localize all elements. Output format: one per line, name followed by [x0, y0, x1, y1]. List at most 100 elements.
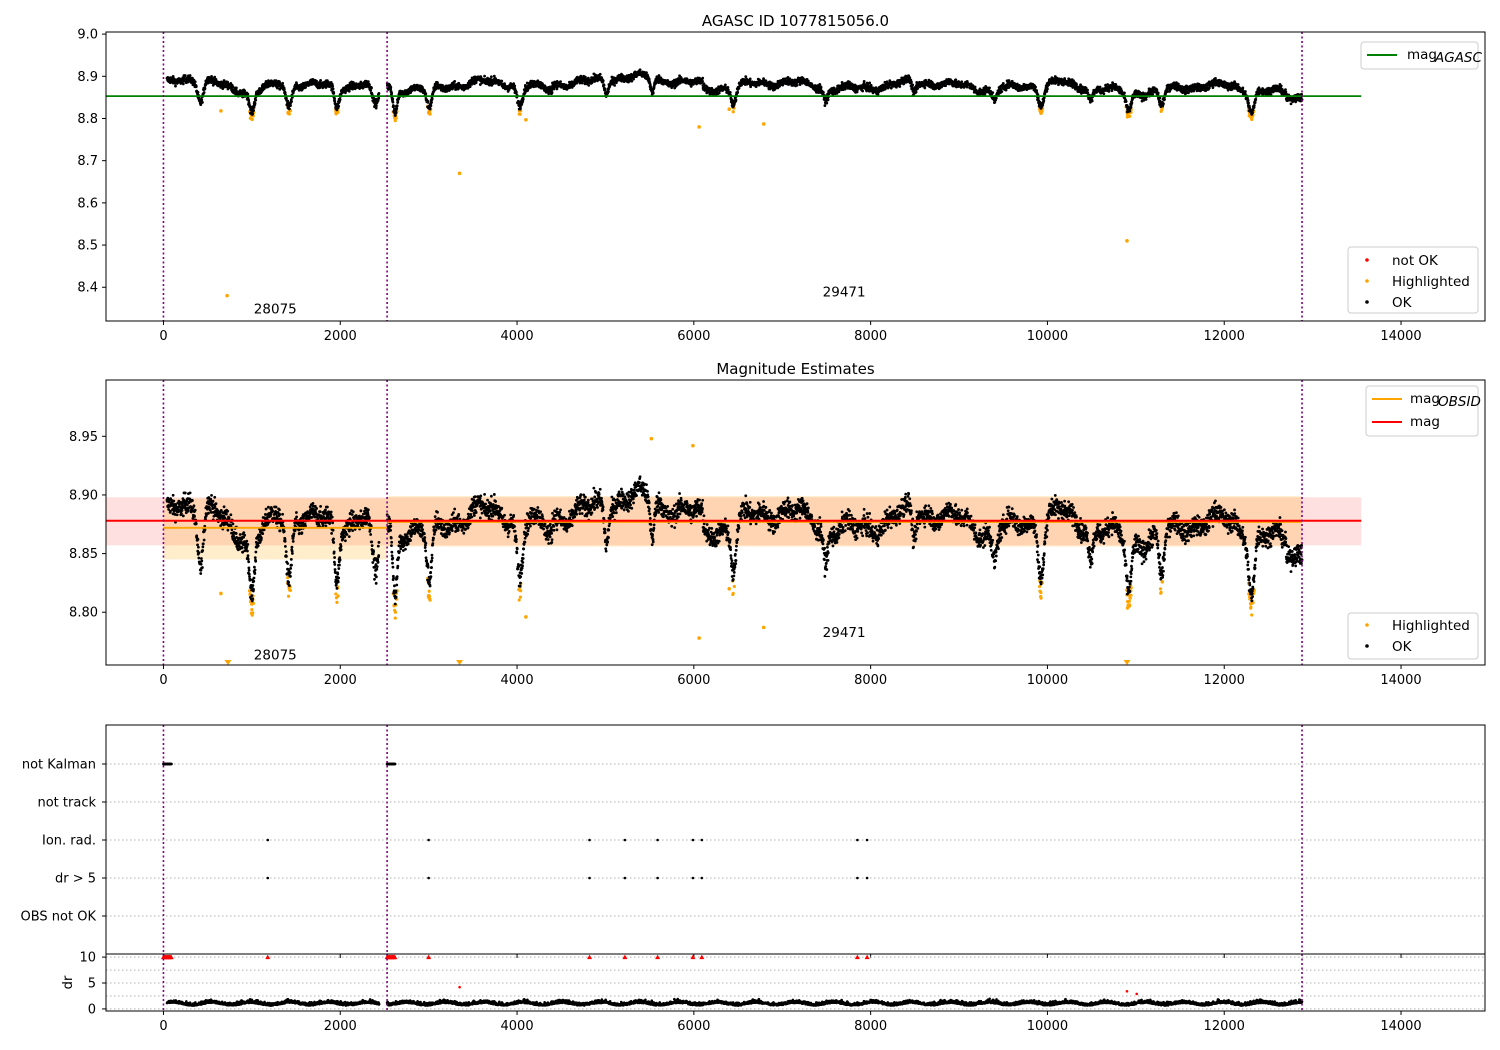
ok-point	[645, 71, 648, 75]
ok-point	[590, 81, 594, 85]
ok-point	[648, 83, 652, 87]
ok-point	[392, 104, 395, 108]
ok-point	[196, 90, 200, 94]
ok-point	[701, 79, 704, 83]
ok-point	[315, 79, 318, 83]
ok-point	[552, 87, 556, 91]
ok-point	[587, 83, 591, 87]
ok-point	[1001, 82, 1005, 85]
ok-point	[338, 98, 342, 102]
ok-point	[344, 91, 347, 95]
ok-point	[335, 108, 339, 112]
ok-point	[426, 100, 430, 104]
ok-point	[594, 73, 598, 77]
ok-point	[673, 86, 677, 90]
highlighted-point	[731, 110, 735, 114]
ok-point	[290, 100, 293, 103]
agasc-magnitude-panel: 0 2000 4000 6000 8000 10000 12000 140008.48.58.…	[77, 12, 1486, 344]
ok-point	[701, 76, 705, 80]
ok-point	[512, 82, 516, 86]
ok-point	[513, 84, 517, 88]
ok-point	[923, 86, 927, 90]
ok-point	[898, 85, 902, 88]
ok-point	[286, 99, 290, 103]
highlighted-point	[518, 112, 522, 116]
ok-point	[441, 83, 444, 87]
ok-point	[598, 72, 602, 76]
ok-point	[289, 98, 293, 101]
ok-point	[1035, 89, 1039, 92]
ok-point	[1042, 99, 1046, 102]
ok-point	[252, 108, 255, 112]
ok-point	[474, 81, 478, 85]
ok-point	[994, 96, 998, 100]
ok-point	[243, 89, 247, 93]
ok-point	[1124, 100, 1128, 103]
ok-point	[429, 104, 433, 108]
ok-point	[726, 86, 730, 89]
ok-point	[394, 111, 398, 115]
ok-point	[424, 92, 428, 96]
ok-point	[331, 87, 335, 91]
ok-point	[377, 96, 381, 100]
ok-point	[1086, 88, 1089, 92]
ok-point	[203, 87, 207, 91]
ok-point	[555, 87, 559, 91]
ok-point	[453, 79, 457, 83]
ok-point	[861, 89, 865, 93]
ok-point	[965, 85, 969, 89]
ok-point	[274, 79, 278, 83]
ok-point	[672, 78, 676, 82]
ok-point	[395, 104, 399, 108]
ok-point	[601, 79, 605, 83]
ok-point	[547, 92, 551, 96]
ok-point	[638, 68, 642, 72]
ok-point	[1123, 91, 1126, 95]
ok-point	[193, 80, 197, 84]
highlighted-point	[428, 112, 432, 116]
ok-point	[174, 84, 177, 88]
ok-point	[1128, 109, 1132, 113]
highlighted-point	[394, 116, 398, 120]
ok-point	[855, 90, 859, 94]
ok-point	[436, 81, 439, 84]
highlighted-point	[336, 110, 340, 114]
ok-point	[602, 83, 606, 87]
ok-point	[430, 97, 434, 101]
ok-point	[825, 101, 829, 105]
ok-point	[647, 77, 651, 81]
ok-point	[689, 84, 693, 88]
ok-point	[367, 83, 371, 87]
ok-point	[869, 83, 873, 87]
ok-point	[288, 107, 291, 111]
ok-point	[254, 98, 258, 102]
ok-point	[188, 74, 192, 77]
ok-point	[1130, 101, 1134, 105]
ok-point	[607, 90, 610, 94]
ok-point	[1000, 90, 1004, 94]
ok-point	[281, 81, 285, 85]
ok-point	[559, 80, 562, 84]
highlighted-point	[1250, 117, 1254, 122]
ok-point	[247, 98, 251, 102]
ok-point	[331, 84, 335, 88]
ok-point	[910, 80, 913, 84]
ok-point	[264, 79, 268, 83]
ok-point	[826, 98, 830, 102]
ok-point	[632, 77, 635, 81]
ok-point	[823, 104, 827, 107]
ok-point	[394, 109, 398, 113]
ok-point	[374, 106, 378, 110]
highlighted-point	[1128, 114, 1132, 118]
ok-point	[478, 83, 482, 86]
ok-point	[483, 74, 486, 78]
ok-point	[550, 90, 554, 94]
ok-point	[251, 112, 255, 116]
ok-point	[723, 83, 727, 87]
ok-point	[726, 88, 730, 92]
highlighted-point	[287, 112, 292, 116]
ok-point	[389, 86, 393, 89]
ok-point	[202, 91, 206, 94]
ok-point	[651, 91, 655, 95]
